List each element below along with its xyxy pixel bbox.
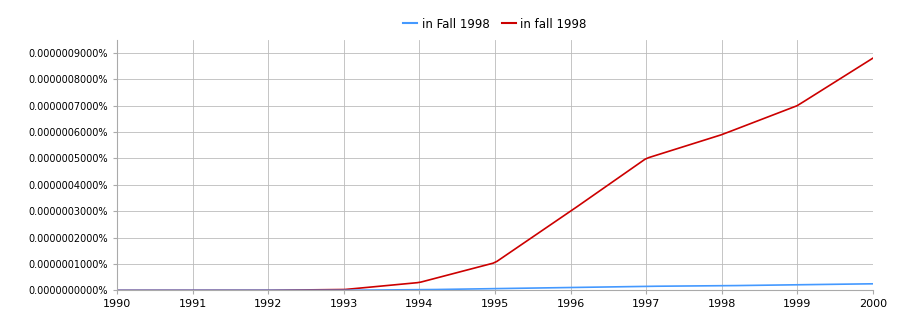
Legend: in Fall 1998, in fall 1998: in Fall 1998, in fall 1998 bbox=[399, 13, 591, 35]
